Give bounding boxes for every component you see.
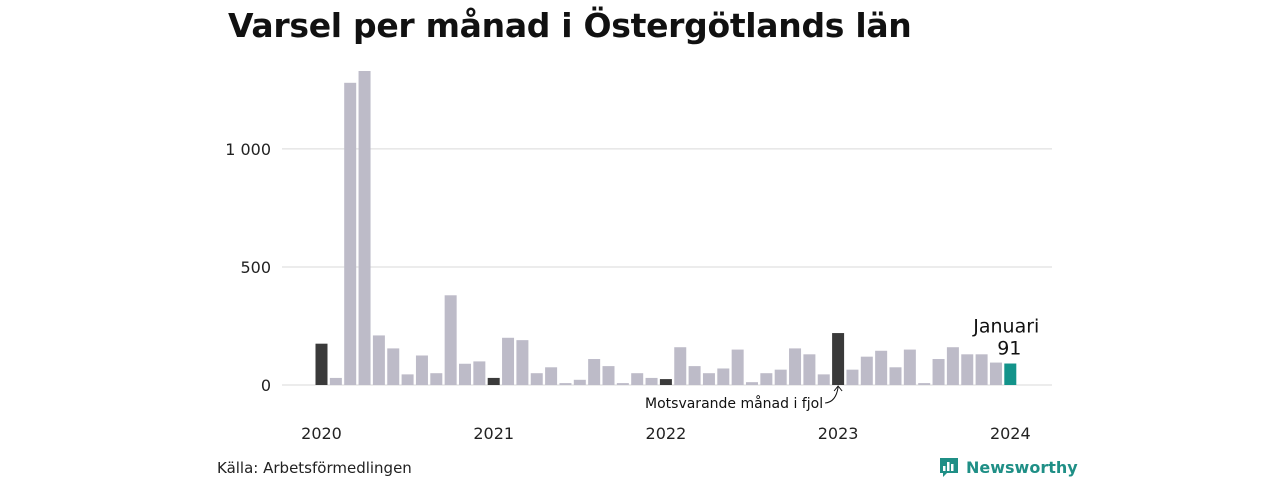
bar xyxy=(645,377,658,385)
bar xyxy=(329,377,342,385)
bar xyxy=(602,366,615,385)
bar xyxy=(717,368,730,385)
current-month-value: 91 xyxy=(997,338,1021,360)
bar xyxy=(989,362,1002,385)
bar xyxy=(674,347,687,385)
bar xyxy=(702,373,715,385)
x-tick-label: 2020 xyxy=(301,424,342,443)
annotation-arrow xyxy=(825,386,839,404)
bar xyxy=(530,373,543,385)
bar xyxy=(473,361,486,385)
x-axis-ticks: 2020 2021 2022 2023 2024 xyxy=(301,424,1031,443)
bar xyxy=(372,335,385,385)
x-tick-label: 2022 xyxy=(646,424,687,443)
brand-logo[interactable]: Newsworthy xyxy=(938,456,1078,478)
source-note: Källa: Arbetsförmedlingen xyxy=(217,459,412,477)
current-month-label: Januari xyxy=(972,316,1039,338)
bar xyxy=(975,354,988,385)
bar xyxy=(846,369,859,385)
bar xyxy=(573,379,586,385)
bar xyxy=(803,354,816,385)
bar xyxy=(430,373,443,385)
bar xyxy=(516,340,529,385)
bar xyxy=(444,295,457,385)
bar xyxy=(961,354,974,385)
bar xyxy=(415,355,428,385)
bar xyxy=(659,379,672,385)
annotation-arrowhead xyxy=(833,385,843,392)
bar xyxy=(387,348,400,385)
bar xyxy=(588,359,601,385)
bar xyxy=(731,349,744,385)
bar xyxy=(918,383,931,385)
bar xyxy=(832,333,845,385)
y-axis-ticks: 0 500 1 000 xyxy=(225,140,271,395)
annotations: Januari 91 Motsvarande månad i fjol xyxy=(645,316,1039,412)
bar xyxy=(344,82,357,386)
bar xyxy=(502,337,515,385)
bar xyxy=(875,350,888,385)
chart-title: Varsel per månad i Östergötlands län xyxy=(228,6,912,45)
y-tick-label: 500 xyxy=(240,258,271,277)
bar xyxy=(860,356,873,385)
x-tick-label: 2023 xyxy=(818,424,859,443)
brand-name: Newsworthy xyxy=(966,457,1078,477)
bar xyxy=(817,374,830,385)
y-tick-label: 1 000 xyxy=(225,140,271,159)
bar xyxy=(774,369,787,385)
bar xyxy=(315,343,328,385)
bar xyxy=(746,382,758,385)
bar xyxy=(559,383,572,385)
bar xyxy=(789,348,802,385)
bar xyxy=(946,347,959,385)
bar-chart-logo-icon xyxy=(940,458,958,477)
bar xyxy=(903,349,916,385)
bar xyxy=(631,373,644,385)
bar xyxy=(889,367,902,385)
bar xyxy=(1004,363,1017,385)
bar xyxy=(545,367,558,385)
bars xyxy=(315,71,1017,386)
bar xyxy=(459,363,471,385)
x-tick-label: 2024 xyxy=(990,424,1031,443)
bar xyxy=(760,373,773,385)
bar xyxy=(358,71,371,385)
bar xyxy=(487,377,500,385)
bar xyxy=(401,374,414,385)
x-tick-label: 2021 xyxy=(473,424,514,443)
bar xyxy=(688,366,701,385)
same-month-last-year-label: Motsvarande månad i fjol xyxy=(645,395,823,412)
bar xyxy=(616,383,629,385)
bar xyxy=(932,359,945,385)
y-tick-label: 0 xyxy=(261,376,271,395)
